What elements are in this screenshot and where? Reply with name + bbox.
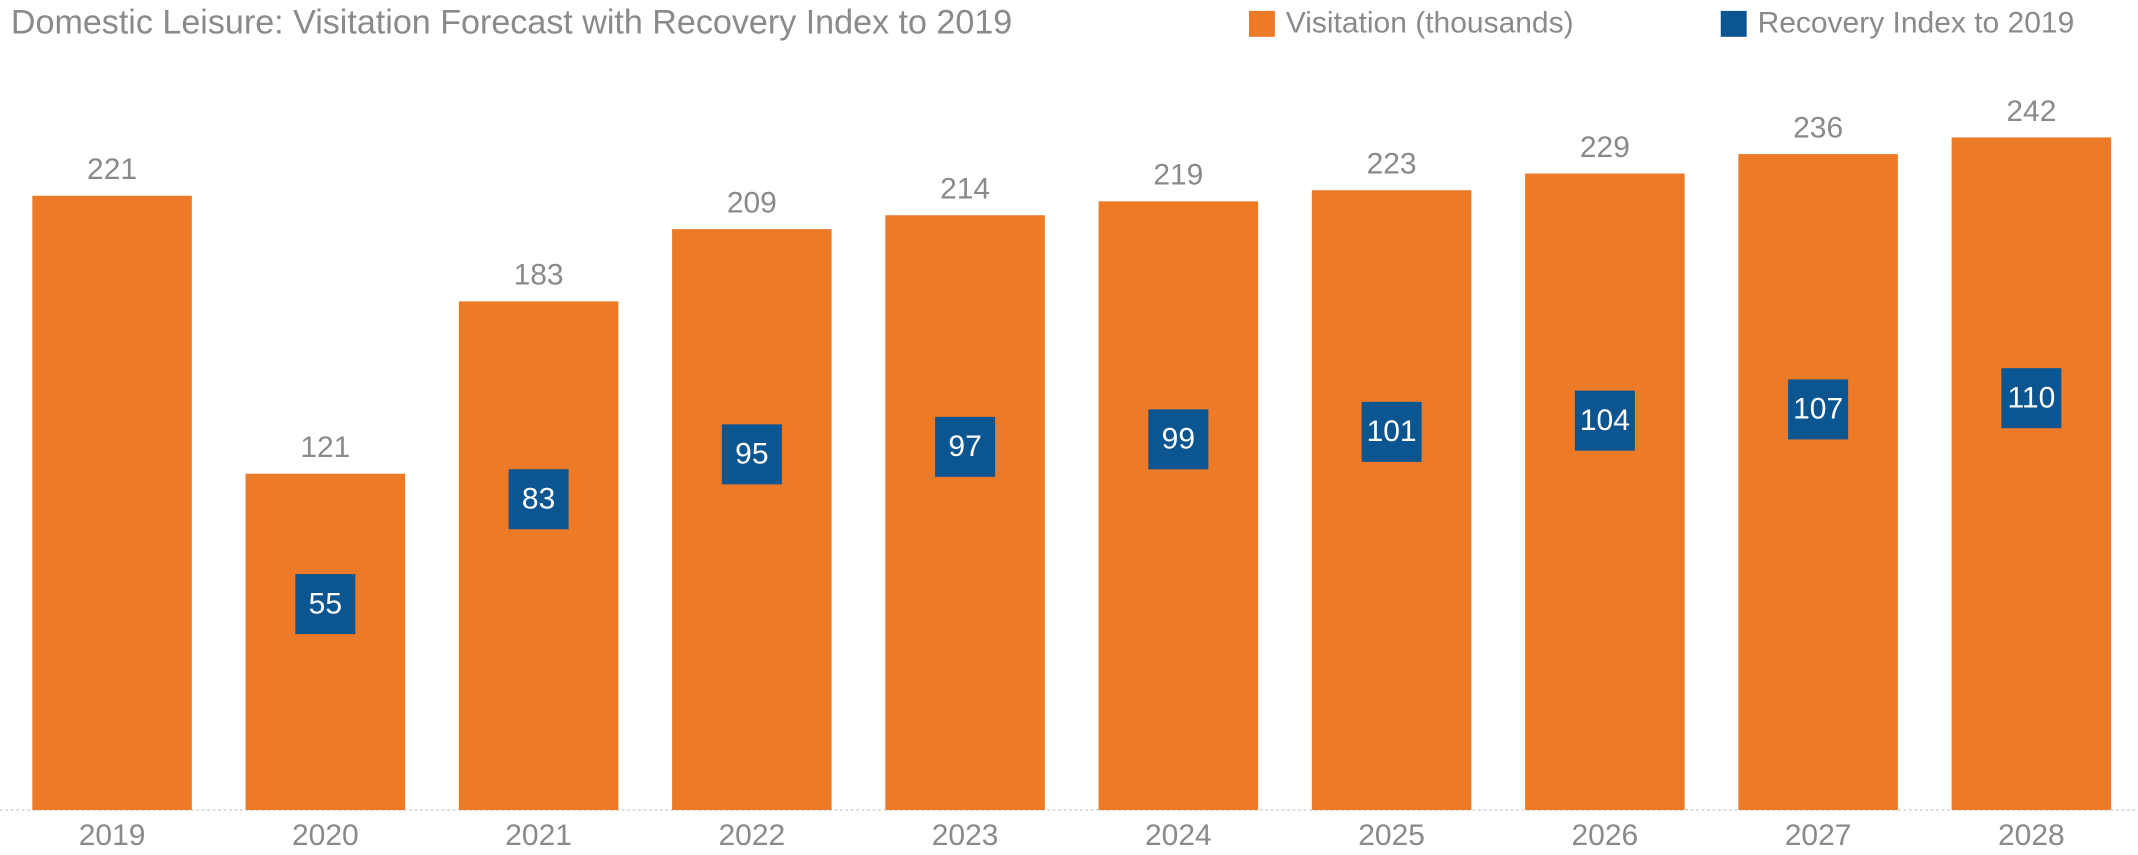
legend-swatch [1720, 10, 1747, 37]
index-marker [295, 574, 356, 635]
x-tick-label: 2019 [79, 819, 146, 852]
bar [672, 229, 832, 811]
chart-title: Domestic Leisure: Visitation Forecast wi… [11, 4, 1012, 42]
legend-swatch [1248, 10, 1275, 37]
legend-label: Visitation (thousands) [1286, 6, 1574, 39]
value-label: 236 [1793, 111, 1843, 144]
index-marker [1148, 409, 1209, 470]
bar [32, 195, 192, 811]
x-tick-label: 2020 [292, 819, 359, 852]
index-label: 99 [1162, 423, 1195, 456]
value-label: 214 [940, 173, 990, 206]
index-marker [721, 424, 782, 485]
index-marker [1788, 379, 1849, 440]
legend-label: Recovery Index to 2019 [1758, 6, 2075, 39]
index-label: 55 [309, 587, 342, 620]
index-marker [1574, 390, 1635, 451]
value-label: 229 [1580, 131, 1630, 164]
index-label: 107 [1793, 393, 1843, 426]
index-label: 101 [1367, 415, 1417, 448]
x-tick-label: 2024 [1145, 819, 1212, 852]
value-label: 219 [1153, 159, 1203, 192]
value-label: 221 [87, 153, 137, 186]
index-marker [935, 416, 996, 477]
x-tick-label: 2027 [1785, 819, 1852, 852]
bar [1311, 190, 1472, 810]
value-label: 121 [300, 431, 350, 464]
x-tick-label: 2021 [505, 819, 572, 852]
bar [885, 215, 1045, 811]
index-label: 104 [1580, 404, 1630, 437]
bar [1525, 173, 1685, 810]
index-label: 95 [735, 438, 768, 471]
value-label: 209 [727, 186, 777, 219]
bar [1738, 154, 1898, 810]
bar [1098, 201, 1259, 811]
index-label: 97 [948, 430, 981, 463]
x-tick-label: 2026 [1572, 819, 1639, 852]
index-label: 83 [522, 483, 555, 516]
value-label: 223 [1367, 148, 1417, 181]
index-marker [508, 469, 569, 530]
x-tick-label: 2022 [718, 819, 785, 852]
index-marker [2001, 368, 2062, 429]
bar [1951, 137, 2112, 810]
x-tick-label: 2028 [1998, 819, 2065, 852]
index-label: 110 [2007, 381, 2055, 414]
value-label: 183 [514, 259, 564, 292]
x-tick-label: 2023 [932, 819, 999, 852]
bar [245, 473, 406, 810]
value-label: 242 [2006, 95, 2056, 128]
index-marker [1361, 401, 1422, 462]
bar [458, 301, 619, 810]
x-tick-label: 2025 [1358, 819, 1425, 852]
